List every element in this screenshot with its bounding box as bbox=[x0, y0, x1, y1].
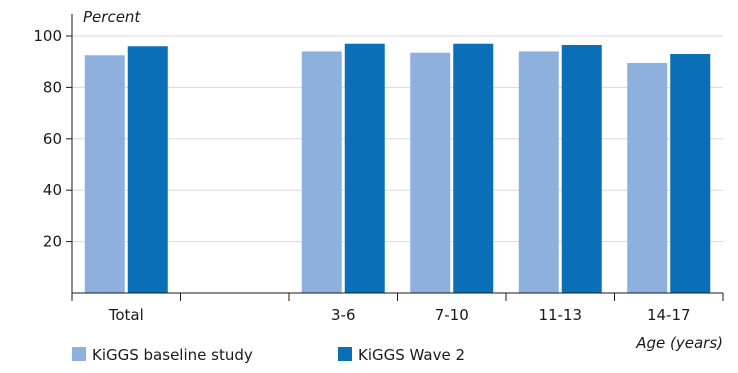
bar bbox=[344, 43, 385, 294]
x-tick-label: 14-17 bbox=[647, 306, 691, 324]
legend: KiGGS baseline study KiGGS Wave 2 bbox=[72, 346, 465, 364]
legend-swatch bbox=[338, 347, 352, 361]
x-axis-title: Age (years) bbox=[635, 334, 723, 352]
bar bbox=[561, 44, 602, 294]
x-tick-label: Total bbox=[108, 306, 144, 324]
x-ticks: Total 3-6 7-10 11-13 14-17 bbox=[71, 293, 724, 324]
x-tick-label: 3-6 bbox=[331, 306, 356, 324]
legend-label: KiGGS Wave 2 bbox=[358, 346, 465, 364]
x-tick-label: 7-10 bbox=[435, 306, 469, 324]
y-tick-label: 60 bbox=[43, 130, 62, 148]
bar bbox=[84, 55, 125, 294]
bar bbox=[127, 46, 168, 293]
bar bbox=[518, 51, 559, 293]
bar bbox=[670, 53, 711, 293]
y-axis-title: Percent bbox=[83, 8, 141, 26]
y-tick-label: 40 bbox=[43, 181, 62, 199]
y-tick-label: 80 bbox=[43, 78, 62, 96]
y-ticks: 20 40 60 80 100 bbox=[33, 27, 72, 251]
bar bbox=[410, 52, 451, 293]
bars bbox=[84, 43, 711, 294]
y-tick-label: 100 bbox=[33, 27, 62, 45]
legend-swatch bbox=[72, 347, 86, 361]
bar bbox=[301, 51, 342, 293]
bar bbox=[627, 62, 668, 293]
legend-label: KiGGS baseline study bbox=[92, 346, 253, 364]
gridlines bbox=[72, 35, 723, 243]
x-tick-label: 11-13 bbox=[538, 306, 582, 324]
bar bbox=[453, 43, 494, 294]
axes bbox=[71, 14, 723, 294]
y-tick-label: 20 bbox=[43, 233, 62, 251]
